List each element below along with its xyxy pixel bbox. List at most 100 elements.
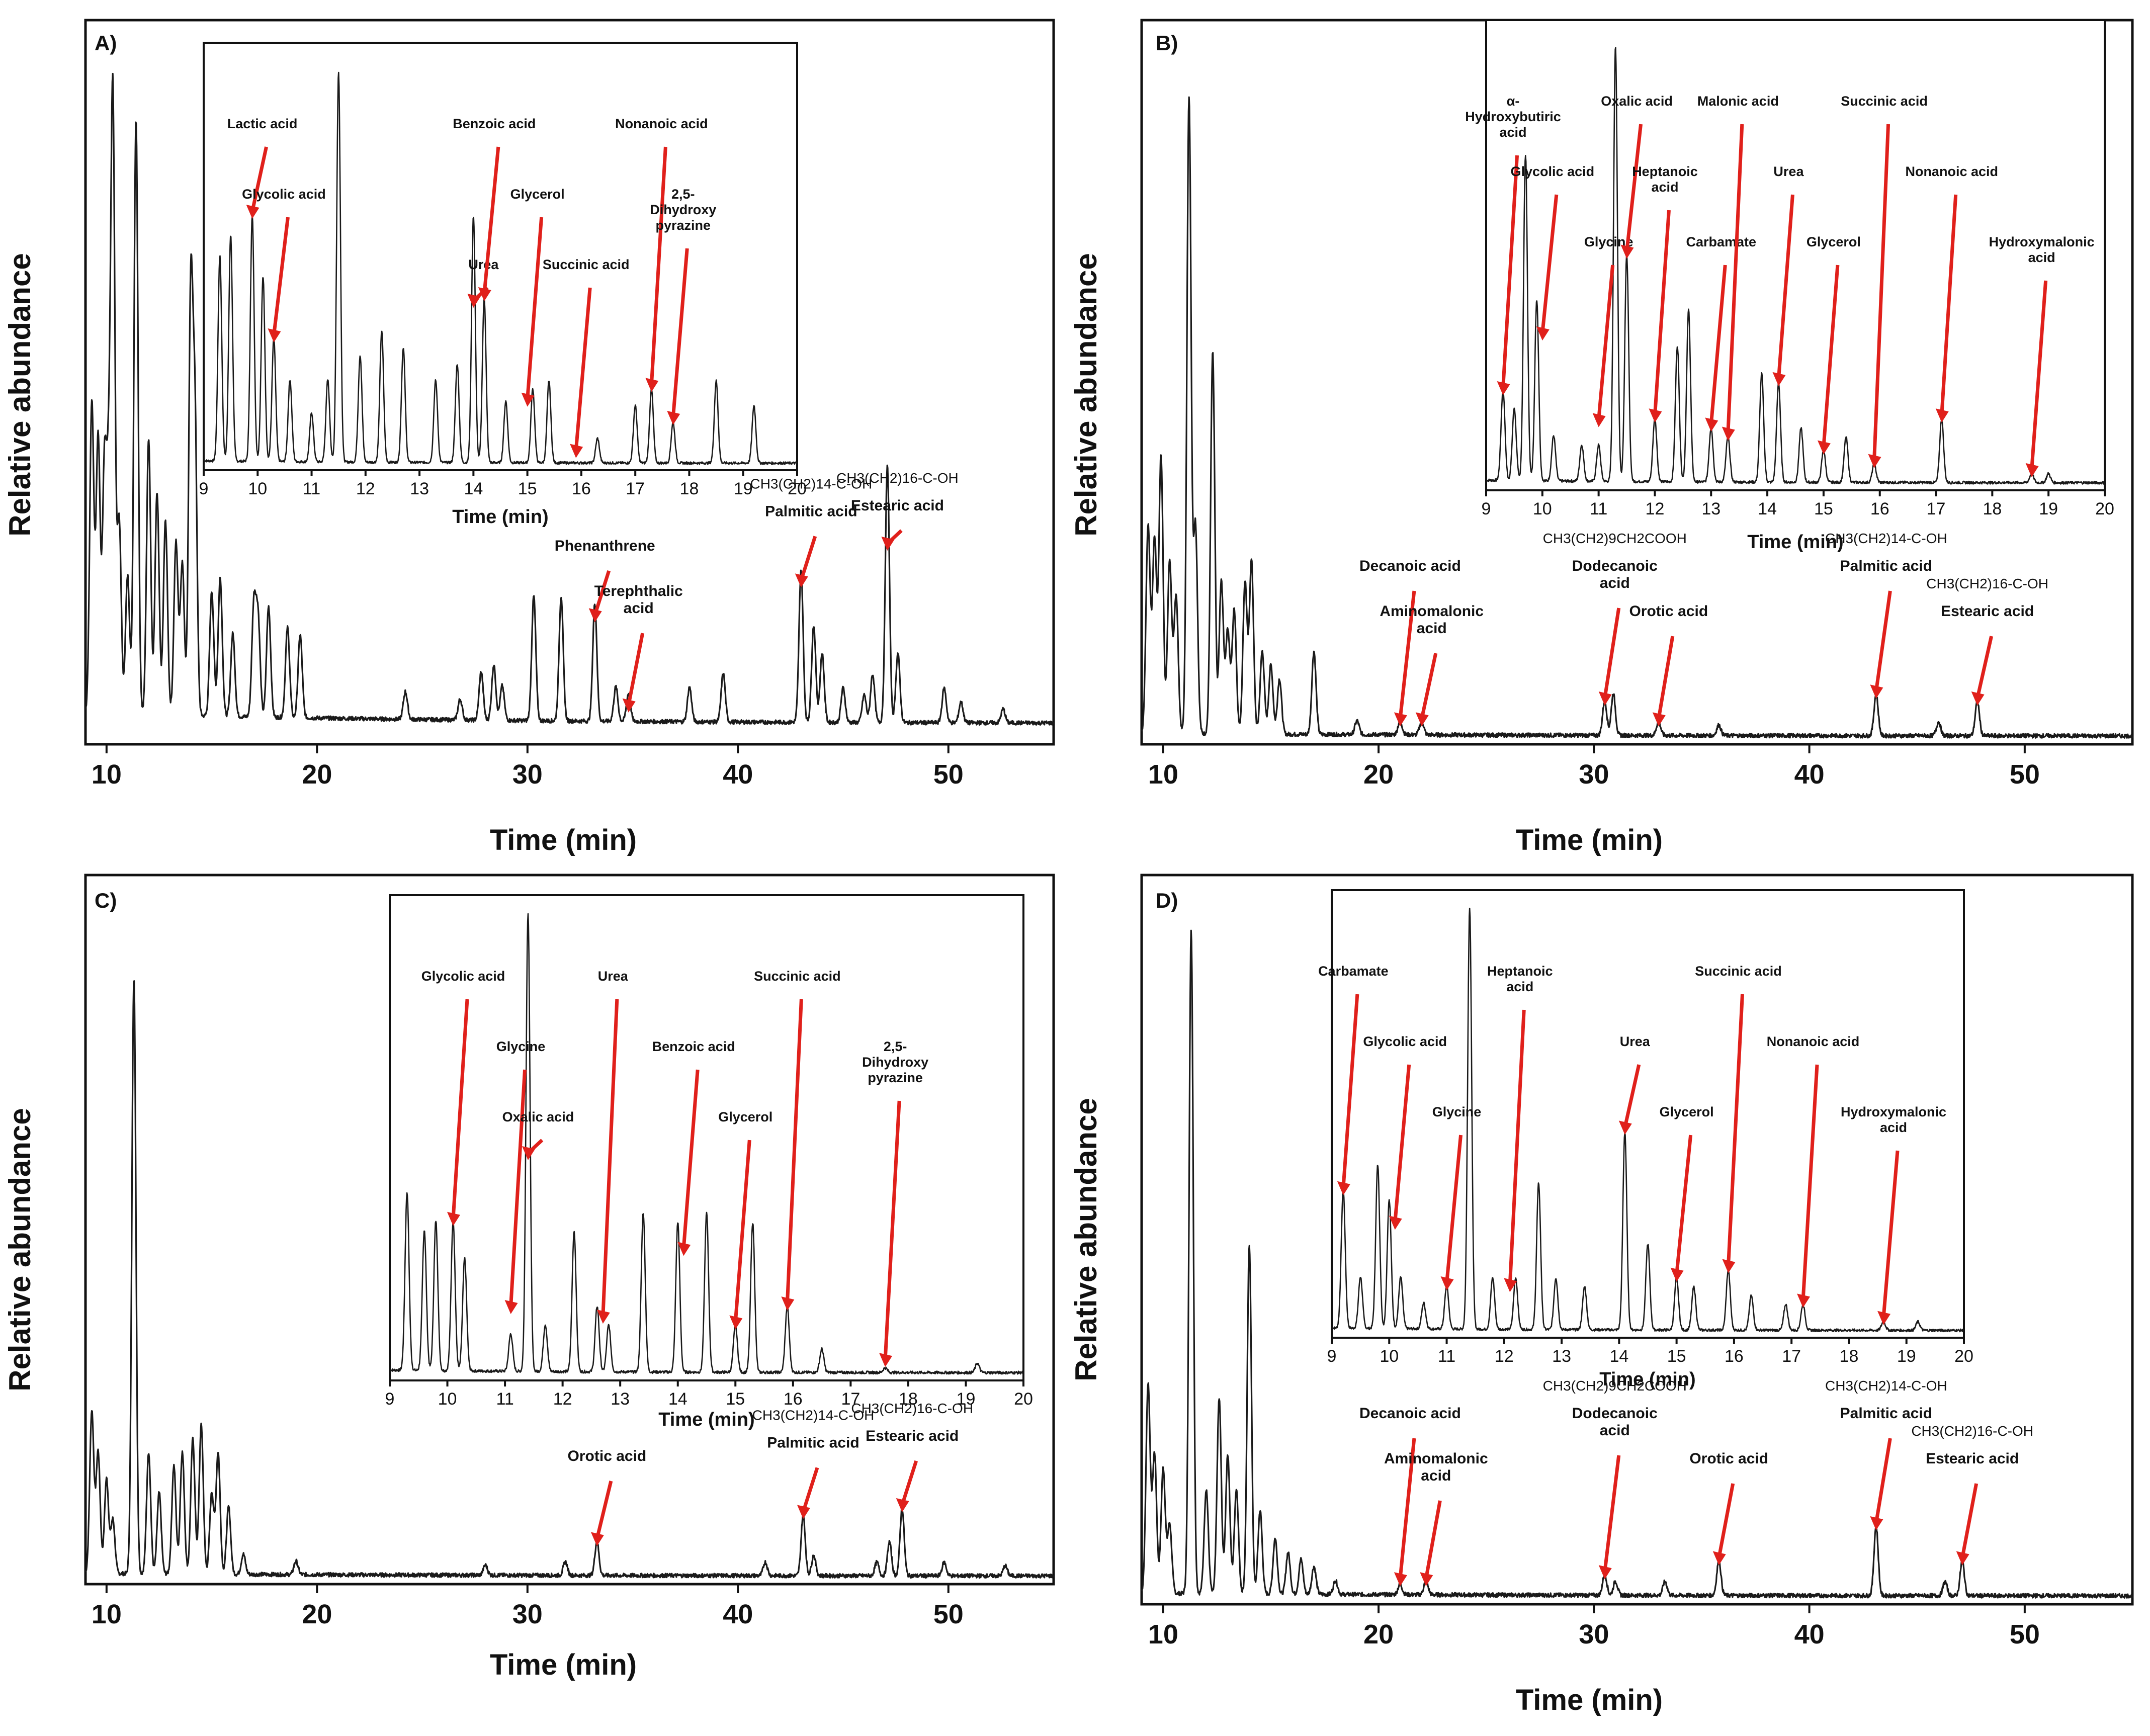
panel-a-inset-tick-label-20: 20: [788, 479, 807, 498]
panel-d-inset-ann-arrow-4-head: [1618, 1120, 1632, 1135]
panel-d-inset-ann-label-8-1: acid: [1880, 1120, 1907, 1135]
panel-d-inset-ann-arrow-7-head: [1797, 1293, 1811, 1308]
panel-d-inset-tick-label-14: 14: [1609, 1347, 1628, 1366]
panel-a-ann-arrow-2-head: [795, 573, 808, 588]
panel-c-inset-ann-label-1-0: Glycine: [496, 1039, 546, 1054]
panel-b-ylabel: Relative abundance: [1069, 253, 1103, 537]
panel-a-trace-0: [84, 72, 1055, 726]
panel-a-inset-ann-arrow-4-shaft: [526, 217, 544, 400]
panel-d-inset-ann-label-6-0: Succinic acid: [1695, 964, 1782, 979]
panel-b-inset-tick-label-18: 18: [1983, 499, 2002, 518]
panel-a-inset-tick-label-10: 10: [248, 479, 267, 498]
panel-d-inset-ann-label-7-0: Nonanoic acid: [1767, 1034, 1860, 1049]
panel-d-ann-label-3-0: Orotic acid: [1689, 1450, 1768, 1467]
panel-d-inset-ann-arrow-6-shaft: [1726, 994, 1744, 1266]
panel-a-ann-formula-2: CH3(CH2)14-C-OH: [750, 476, 872, 491]
panel-d-xlabel: Time (min): [1516, 1684, 1663, 1716]
panel-c-inset-ann-label-4-0: Benzoic acid: [652, 1039, 735, 1054]
panel-a-ylabel: Relative abundance: [3, 253, 37, 537]
panel-c-inset-tick-label-12: 12: [553, 1390, 572, 1409]
panel-c-inset-xlabel: Time (min): [658, 1409, 754, 1430]
panel-d-inset-tick-label-16: 16: [1725, 1347, 1744, 1366]
panel-c-inset-ann-arrow-0-head: [447, 1211, 460, 1226]
panel-c-ann-arrow-2-shaft: [900, 1460, 918, 1506]
panel-d-ann-label-4-0: Palmitic acid: [1840, 1405, 1932, 1422]
panel-b-inset-tick-label-13: 13: [1701, 499, 1721, 518]
panel-a-inset-ann-arrow-5-shaft: [574, 287, 592, 451]
panel-d-inset-tick-label-18: 18: [1840, 1347, 1859, 1366]
panel-a-tick-label-30: 30: [512, 759, 543, 790]
panel-c-ylabel: Relative abundance: [3, 1108, 37, 1392]
panel-b-inset-tick-label-10: 10: [1533, 499, 1552, 518]
panel-d-inset-tick-label-9: 9: [1327, 1347, 1337, 1366]
panel-d-inset-tick-label-10: 10: [1380, 1347, 1399, 1366]
panel-a-ann-label-1-1: acid: [624, 600, 654, 617]
panel-b-tick-label-20: 20: [1363, 759, 1394, 790]
panel-d-ann-arrow-1-shaft: [1424, 1500, 1442, 1580]
panel-c-ann-formula-2: CH3(CH2)16-C-OH: [851, 1401, 973, 1416]
panel-a-ann-formula-3: CH3(CH2)16-C-OH: [836, 470, 959, 486]
panel-d-ann-label-0-0: Decanoic acid: [1359, 1405, 1461, 1422]
panel-d-ann-arrow-2-head: [1598, 1565, 1612, 1580]
panel-b-ann-arrow-1-head: [1415, 712, 1429, 727]
panel-a-inset-ann-label-1-0: Glycolic acid: [242, 187, 326, 202]
panel-b-inset-ann-arrow-5-head: [1705, 417, 1718, 432]
panel-c-inset-tick-label-11: 11: [496, 1390, 513, 1409]
panel-b-ann-arrow-4-shaft: [1874, 590, 1892, 692]
panel-b-inset-ann-arrow-10-head: [1935, 408, 1949, 423]
panel-b-ann-arrow-0-shaft: [1398, 590, 1416, 720]
panel-d-inset-tick-label-11: 11: [1438, 1347, 1455, 1366]
panel-c-inset-ann-arrow-4-head: [677, 1242, 691, 1256]
panel-d-ann-arrow-1-head: [1420, 1572, 1433, 1587]
panel-b-inset-trace-0: [1486, 47, 2106, 485]
panel-b-ann-formula-2: CH3(CH2)9CH2COOH: [1543, 531, 1687, 546]
panel-b-inset-frame: [1485, 19, 2106, 491]
panel-c-inset-ann-arrow-7-head: [879, 1353, 893, 1367]
panel-c-inset-ann-arrow-6-head: [781, 1296, 795, 1311]
panel-d-ann-arrow-5-shaft: [1960, 1483, 1979, 1559]
panel-a-inset-ann-arrow-5-head: [570, 444, 583, 458]
panel-c-inset-tick-label-20: 20: [1014, 1390, 1033, 1409]
panel-a-inset-ann-label-0-0: Lactic acid: [227, 116, 298, 131]
panel-d-inset-ann-arrow-6-head: [1722, 1259, 1736, 1273]
panel-c-ann-arrow-1-shaft: [801, 1467, 819, 1513]
panel-b-inset-ann-arrow-6-shaft: [1726, 124, 1744, 434]
panel-b-inset-ann-arrow-0-shaft: [1501, 155, 1519, 389]
panel-b-inset-ann-label-11-0: Hydroxymalonic: [1989, 234, 2095, 249]
panel-b-inset-tick-label-11: 11: [1590, 499, 1607, 518]
panel-a-inset-ann-arrow-3-shaft: [482, 146, 500, 295]
panel-c-inset-ann-arrow-1-shaft: [509, 1069, 527, 1308]
panel-b-inset-ann-label-11-1: acid: [2028, 250, 2055, 265]
panel-d-inset-ann-arrow-1-head: [1389, 1216, 1402, 1230]
panel-d-inset-ann-label-4-0: Urea: [1620, 1034, 1651, 1049]
panel-d-inset-group: 9 10 11 12 13 14 15 16 17 18 19 20 Time (min) Carbama…: [1318, 889, 1973, 1390]
panel-b-ann-label-1-1: acid: [1417, 620, 1447, 637]
panel-d-tick-label-20: 20: [1363, 1619, 1394, 1650]
panel-a-inset-ann-arrow-0-shaft: [250, 146, 268, 212]
panel-b-inset-ann-arrow-11-head: [2025, 463, 2039, 477]
panel-d-ann-arrow-0-shaft: [1398, 1438, 1416, 1580]
panel-d-inset-ann-arrow-1-shaft: [1393, 1064, 1411, 1223]
panel-a-inset-tick-label-13: 13: [410, 479, 429, 498]
panel-d-inset-frame: [1331, 889, 1965, 1339]
panel-b-inset-ann-arrow-3-head: [1620, 244, 1634, 259]
panel-b-inset-ann-arrow-1-head: [1536, 326, 1550, 341]
panel-b-inset-ann-arrow-2-shaft: [1597, 265, 1615, 420]
panel-c-ann-label-2-0: Estearic acid: [866, 1428, 959, 1444]
panel-a-ann-label-3-0: Estearic acid: [851, 497, 944, 514]
panel-b-ann-label-4-0: Palmitic acid: [1840, 558, 1932, 574]
panel-c-ann-arrow-2-head: [896, 1498, 909, 1512]
panel-a-inset-ann-arrow-1-shaft: [272, 217, 290, 336]
panel-b-inset-ann-label-10-0: Nonanoic acid: [1905, 164, 1998, 179]
panel-c-inset-tick-label-17: 17: [841, 1390, 860, 1409]
panel-c-inset-ann-arrow-5-shaft: [733, 1140, 751, 1323]
panel-d-inset-ann-arrow-5-head: [1670, 1267, 1684, 1282]
panel-d-inset-ann-arrow-5-shaft: [1675, 1135, 1693, 1275]
panel-a-tick-label-50: 50: [933, 759, 964, 790]
panel-a-panel-label: A): [95, 31, 117, 55]
panel-b-inset-tick-label-17: 17: [1927, 499, 1946, 518]
panel-a-inset-ann-label-7-1: Dihydroxy: [650, 202, 716, 217]
panel-d-inset-ann-arrow-8-head: [1877, 1311, 1891, 1325]
panel-b-inset-ann-label-0-1: Hydroxybutiric: [1465, 109, 1561, 124]
panel-b-ann-arrow-5-shaft: [1975, 636, 1994, 699]
